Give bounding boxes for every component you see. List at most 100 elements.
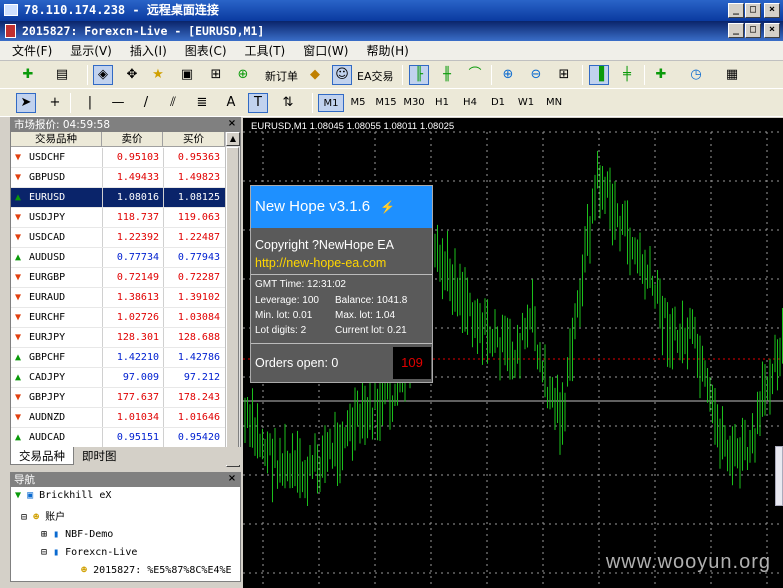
- strategy-tester-icon[interactable]: ⊞: [210, 67, 222, 82]
- ea-trade-button[interactable]: EA交易: [357, 70, 394, 83]
- ask-price: 128.688: [163, 328, 224, 347]
- templates-icon[interactable]: ▦: [725, 67, 739, 82]
- tile-windows-icon[interactable]: ⊞: [558, 67, 570, 82]
- scroll-thumb[interactable]: [226, 147, 239, 452]
- tf-d1[interactable]: D1: [490, 97, 506, 108]
- market-row-audusd[interactable]: ▲ AUDUSD 0.77734 0.77943: [11, 248, 229, 268]
- ea-url-link[interactable]: http://new-hope-ea.com: [255, 256, 387, 270]
- periods-icon[interactable]: ◷: [690, 67, 702, 82]
- chart-side-tab[interactable]: [775, 446, 783, 506]
- market-row-audnzd[interactable]: ▼ AUDNZD 1.01034 1.01646: [11, 408, 229, 428]
- bid-price: 1.49433: [102, 168, 163, 187]
- crosshair-icon[interactable]: +: [49, 95, 61, 110]
- label-tool-icon[interactable]: A: [226, 95, 236, 110]
- rdp-close-button[interactable]: ×: [764, 3, 780, 18]
- market-row-usdjpy[interactable]: ▼ USDJPY 118.737 119.063: [11, 208, 229, 228]
- menu-window[interactable]: 窗口(W): [303, 44, 349, 58]
- bar-chart-icon[interactable]: ╟: [409, 65, 429, 85]
- data-window-icon[interactable]: ✥: [126, 67, 138, 82]
- market-row-euraud[interactable]: ▼ EURAUD 1.38613 1.39102: [11, 288, 229, 308]
- tree-demo[interactable]: ⊞ ▮ NBF-Demo: [41, 529, 114, 540]
- bid-price: 1.01034: [102, 408, 163, 427]
- market-row-usdcad[interactable]: ▼ USDCAD 1.22392 1.22487: [11, 228, 229, 248]
- new-order-button[interactable]: 新订单: [265, 70, 298, 83]
- menu-insert[interactable]: 插入(I): [129, 44, 167, 58]
- col-symbol[interactable]: 交易品种: [11, 132, 102, 146]
- market-watch-header: 市场报价: 04:59:58: [11, 118, 240, 132]
- zoom-out-icon[interactable]: ⊖: [530, 67, 542, 82]
- candlestick-icon[interactable]: ╫: [443, 67, 451, 82]
- menu-file[interactable]: 文件(F): [12, 44, 53, 58]
- ea-leverage: Leverage: 100: [255, 295, 319, 306]
- ask-price: 97.212: [163, 368, 224, 387]
- tf-h1[interactable]: H1: [435, 97, 449, 108]
- app-close-button[interactable]: ×: [764, 23, 780, 38]
- menu-charts[interactable]: 图表(C): [184, 44, 227, 58]
- new-order-icon[interactable]: ⊕: [237, 67, 249, 82]
- ea-trade-icon[interactable]: ☺: [332, 65, 352, 85]
- trend-line-icon[interactable]: /: [143, 95, 149, 110]
- auto-scroll-icon[interactable]: ▐: [589, 65, 609, 85]
- market-row-eurusd[interactable]: ▲ EURUSD 1.08016 1.08125: [11, 188, 229, 208]
- market-row-audcad[interactable]: ▲ AUDCAD 0.95151 0.95420: [11, 428, 229, 448]
- tab-symbols[interactable]: 交易品种: [10, 447, 74, 465]
- scroll-up-icon[interactable]: ▲: [226, 132, 240, 146]
- menu-view[interactable]: 显示(V): [70, 44, 112, 58]
- navigator-close-button[interactable]: ×: [227, 473, 237, 484]
- market-watch-scrollbar[interactable]: ▲ ▼: [225, 132, 240, 467]
- price-chart[interactable]: [243, 118, 783, 588]
- market-row-gbpjpy[interactable]: ▼ GBPJPY 177.637 178.243: [11, 388, 229, 408]
- market-row-gbpusd[interactable]: ▼ GBPUSD 1.49433 1.49823: [11, 168, 229, 188]
- metaeditor-icon[interactable]: ◆: [310, 67, 320, 82]
- tab-tick-chart[interactable]: 即时图: [82, 449, 117, 463]
- ask-price: 0.95363: [163, 148, 224, 167]
- horizontal-line-icon[interactable]: —: [111, 95, 125, 110]
- app-maximize-button[interactable]: □: [745, 23, 761, 38]
- market-row-gbpchf[interactable]: ▲ GBPCHF 1.42210 1.42786: [11, 348, 229, 368]
- market-row-eurgbp[interactable]: ▼ EURGBP 0.72149 0.72287: [11, 268, 229, 288]
- indicators-icon[interactable]: ✚: [655, 67, 667, 82]
- tf-mn[interactable]: MN: [545, 97, 563, 108]
- menu-help[interactable]: 帮助(H): [366, 44, 409, 58]
- line-chart-icon[interactable]: ⌒: [468, 67, 482, 82]
- tf-m15[interactable]: M15: [375, 97, 397, 108]
- new-chart-icon[interactable]: ✚: [22, 67, 34, 82]
- bid-price: 0.95151: [102, 428, 163, 447]
- tf-w1[interactable]: W1: [517, 97, 535, 108]
- fibonacci-icon[interactable]: ≣: [196, 95, 208, 110]
- market-row-cadjpy[interactable]: ▲ CADJPY 97.009 97.212: [11, 368, 229, 388]
- ea-copyright: Copyright ?NewHope EA: [255, 238, 394, 252]
- market-row-eurchf[interactable]: ▼ EURCHF 1.02726 1.03084: [11, 308, 229, 328]
- tree-live[interactable]: ⊟ ▮ Forexcn-Live: [41, 547, 138, 558]
- tree-demo-label: NBF-Demo: [65, 529, 114, 540]
- tf-m1[interactable]: M1: [318, 94, 344, 112]
- navigator-icon[interactable]: ★: [152, 67, 164, 82]
- col-bid[interactable]: 卖价: [102, 132, 163, 146]
- chart-window[interactable]: EURUSD,M1 1.08045 1.08055 1.08011 1.0802…: [243, 118, 783, 588]
- rdp-maximize-button[interactable]: □: [745, 3, 761, 18]
- terminal-icon[interactable]: ▣: [180, 67, 194, 82]
- channel-icon[interactable]: ⫽: [170, 95, 176, 110]
- tree-accounts[interactable]: ⊟ ☻ 账户: [21, 512, 66, 523]
- app-minimize-button[interactable]: _: [728, 23, 744, 38]
- profiles-icon[interactable]: ▤: [55, 67, 69, 82]
- vertical-line-icon[interactable]: |: [87, 95, 93, 110]
- cursor-icon[interactable]: ➤: [16, 93, 36, 113]
- tf-m30[interactable]: M30: [403, 97, 425, 108]
- tf-h4[interactable]: H4: [463, 97, 477, 108]
- app-icon: [5, 24, 16, 38]
- market-row-usdchf[interactable]: ▼ USDCHF 0.95103 0.95363: [11, 148, 229, 168]
- market-row-eurjpy[interactable]: ▼ EURJPY 128.301 128.688: [11, 328, 229, 348]
- market-watch-icon[interactable]: ◈: [93, 65, 113, 85]
- tree-account[interactable]: ☻ 2015827: %E5%87%8C%E4%E: [81, 565, 232, 576]
- tf-m5[interactable]: M5: [350, 97, 366, 108]
- col-ask[interactable]: 买价: [163, 132, 225, 146]
- tree-root[interactable]: ▼ ▣ Brickhill eX: [15, 490, 112, 501]
- rdp-minimize-button[interactable]: _: [728, 3, 744, 18]
- chart-shift-icon[interactable]: ╪: [623, 67, 631, 82]
- arrows-icon[interactable]: ⇅: [282, 95, 294, 110]
- text-tool-icon[interactable]: T: [248, 93, 268, 113]
- market-watch-close-button[interactable]: ×: [227, 118, 237, 129]
- menu-tools[interactable]: 工具(T): [244, 44, 286, 58]
- zoom-in-icon[interactable]: ⊕: [502, 67, 514, 82]
